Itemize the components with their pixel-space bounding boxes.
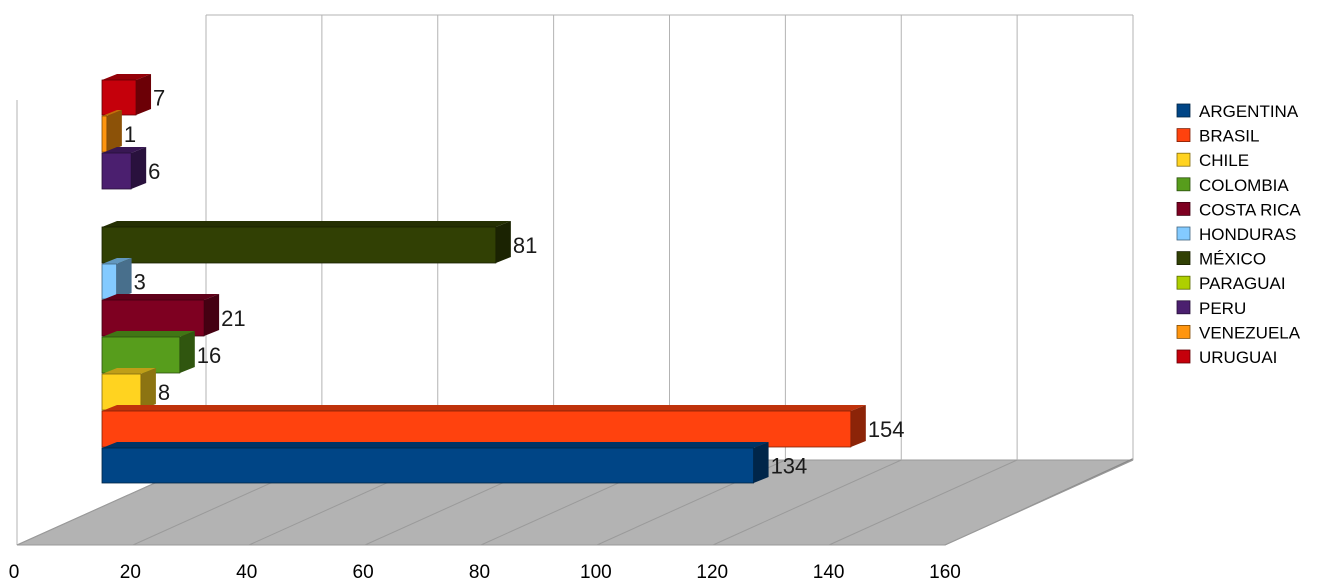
legend-label: ARGENTINA	[1199, 102, 1299, 121]
data-label: 8	[158, 380, 170, 405]
bar-costa-rica	[101, 294, 220, 337]
bar-side-face	[753, 442, 769, 483]
x-tick-label: 0	[9, 562, 20, 583]
bar-uruguai	[101, 74, 152, 116]
legend-label: COLOMBIA	[1199, 176, 1289, 195]
bar-honduras	[101, 258, 132, 300]
x-tick-label: 100	[580, 562, 612, 583]
legend-swatch	[1176, 152, 1191, 167]
bar-peru	[101, 147, 147, 190]
bar-brasil	[101, 405, 866, 448]
bar-side-face	[850, 405, 866, 447]
bar-side-face	[140, 368, 156, 410]
data-label: 3	[134, 270, 146, 295]
bar-top-face	[102, 294, 220, 300]
x-tick-label: 40	[236, 562, 257, 583]
floor-gridline	[828, 459, 1018, 546]
x-tick-label: 140	[813, 562, 845, 583]
legend-swatch	[1176, 177, 1191, 192]
legend-label: URUGUAI	[1199, 348, 1277, 367]
legend-label: CHILE	[1199, 151, 1249, 170]
bar-mexico	[101, 221, 511, 264]
data-label: 134	[771, 454, 808, 479]
legend-swatch	[1176, 201, 1191, 216]
data-label: 81	[513, 233, 537, 258]
bar-colombia	[101, 331, 195, 374]
x-tick-label: 120	[696, 562, 728, 583]
bar-front-face	[101, 299, 205, 337]
x-tick-label: 80	[469, 562, 490, 583]
x-tick-label: 160	[929, 562, 961, 583]
data-label: 21	[221, 306, 245, 331]
bar-front-face	[101, 336, 181, 374]
bar-side-face	[495, 221, 511, 263]
bar-front-face	[101, 152, 132, 190]
bar-top-face	[102, 110, 122, 116]
legend-label: VENEZUELA	[1199, 323, 1301, 342]
bar-side-face	[116, 258, 132, 299]
bar-front-face	[101, 115, 108, 153]
legend: ARGENTINA BRASIL CHILE COLOMBIA COSTA RICA HO…	[1176, 102, 1301, 367]
legend-swatch	[1176, 128, 1191, 143]
bar-top-face	[102, 147, 147, 153]
legend-label: HONDURAS	[1199, 225, 1296, 244]
floor-gridline	[712, 459, 902, 546]
legend-label: BRASIL	[1199, 127, 1259, 146]
bar-top-face	[102, 258, 132, 264]
legend-label: PERU	[1199, 299, 1246, 318]
x-tick-label: 20	[120, 562, 141, 583]
bar-side-face	[131, 147, 147, 189]
legend-swatch	[1176, 349, 1191, 364]
data-label: 16	[197, 343, 221, 368]
bar-side-face	[136, 74, 152, 115]
bar-top-face	[102, 405, 866, 411]
legend-swatch	[1176, 103, 1191, 118]
bar-front-face	[101, 226, 497, 264]
legend-swatch	[1176, 226, 1191, 241]
bar-argentina	[101, 442, 769, 484]
bar-side-face	[106, 110, 122, 152]
legend-swatch	[1176, 300, 1191, 315]
legend-label: COSTA RICA	[1199, 200, 1301, 219]
legend-label: MÉXICO	[1199, 250, 1266, 269]
x-tick-label: 60	[353, 562, 374, 583]
bar-top-face	[102, 331, 195, 337]
bar-front-face	[101, 79, 137, 116]
bar-side-face	[179, 331, 195, 373]
bars	[101, 74, 866, 484]
bar-front-face	[101, 410, 852, 448]
bar-front-face	[101, 373, 142, 411]
legend-swatch	[1176, 324, 1191, 339]
bar-top-face	[102, 74, 152, 80]
bar-top-face	[102, 442, 769, 448]
legend-swatch	[1176, 251, 1191, 266]
data-label: 6	[148, 159, 160, 184]
floor-gridline	[944, 459, 1134, 546]
legend-swatch	[1176, 275, 1191, 290]
bar-chile	[101, 368, 156, 411]
bar-side-face	[204, 294, 220, 336]
bar-top-face	[102, 221, 511, 227]
data-label: 7	[153, 86, 165, 111]
data-label: 1	[124, 122, 136, 147]
legend-label: PARAGUAI	[1199, 274, 1286, 293]
x-axis-ticks: 0 20 40 60 80 100 120 140 160	[9, 562, 961, 583]
bar-top-face	[102, 368, 156, 374]
bar-front-face	[101, 447, 754, 484]
bar-front-face	[101, 263, 117, 300]
bar-venezuela	[101, 110, 122, 153]
data-label: 154	[868, 417, 905, 442]
